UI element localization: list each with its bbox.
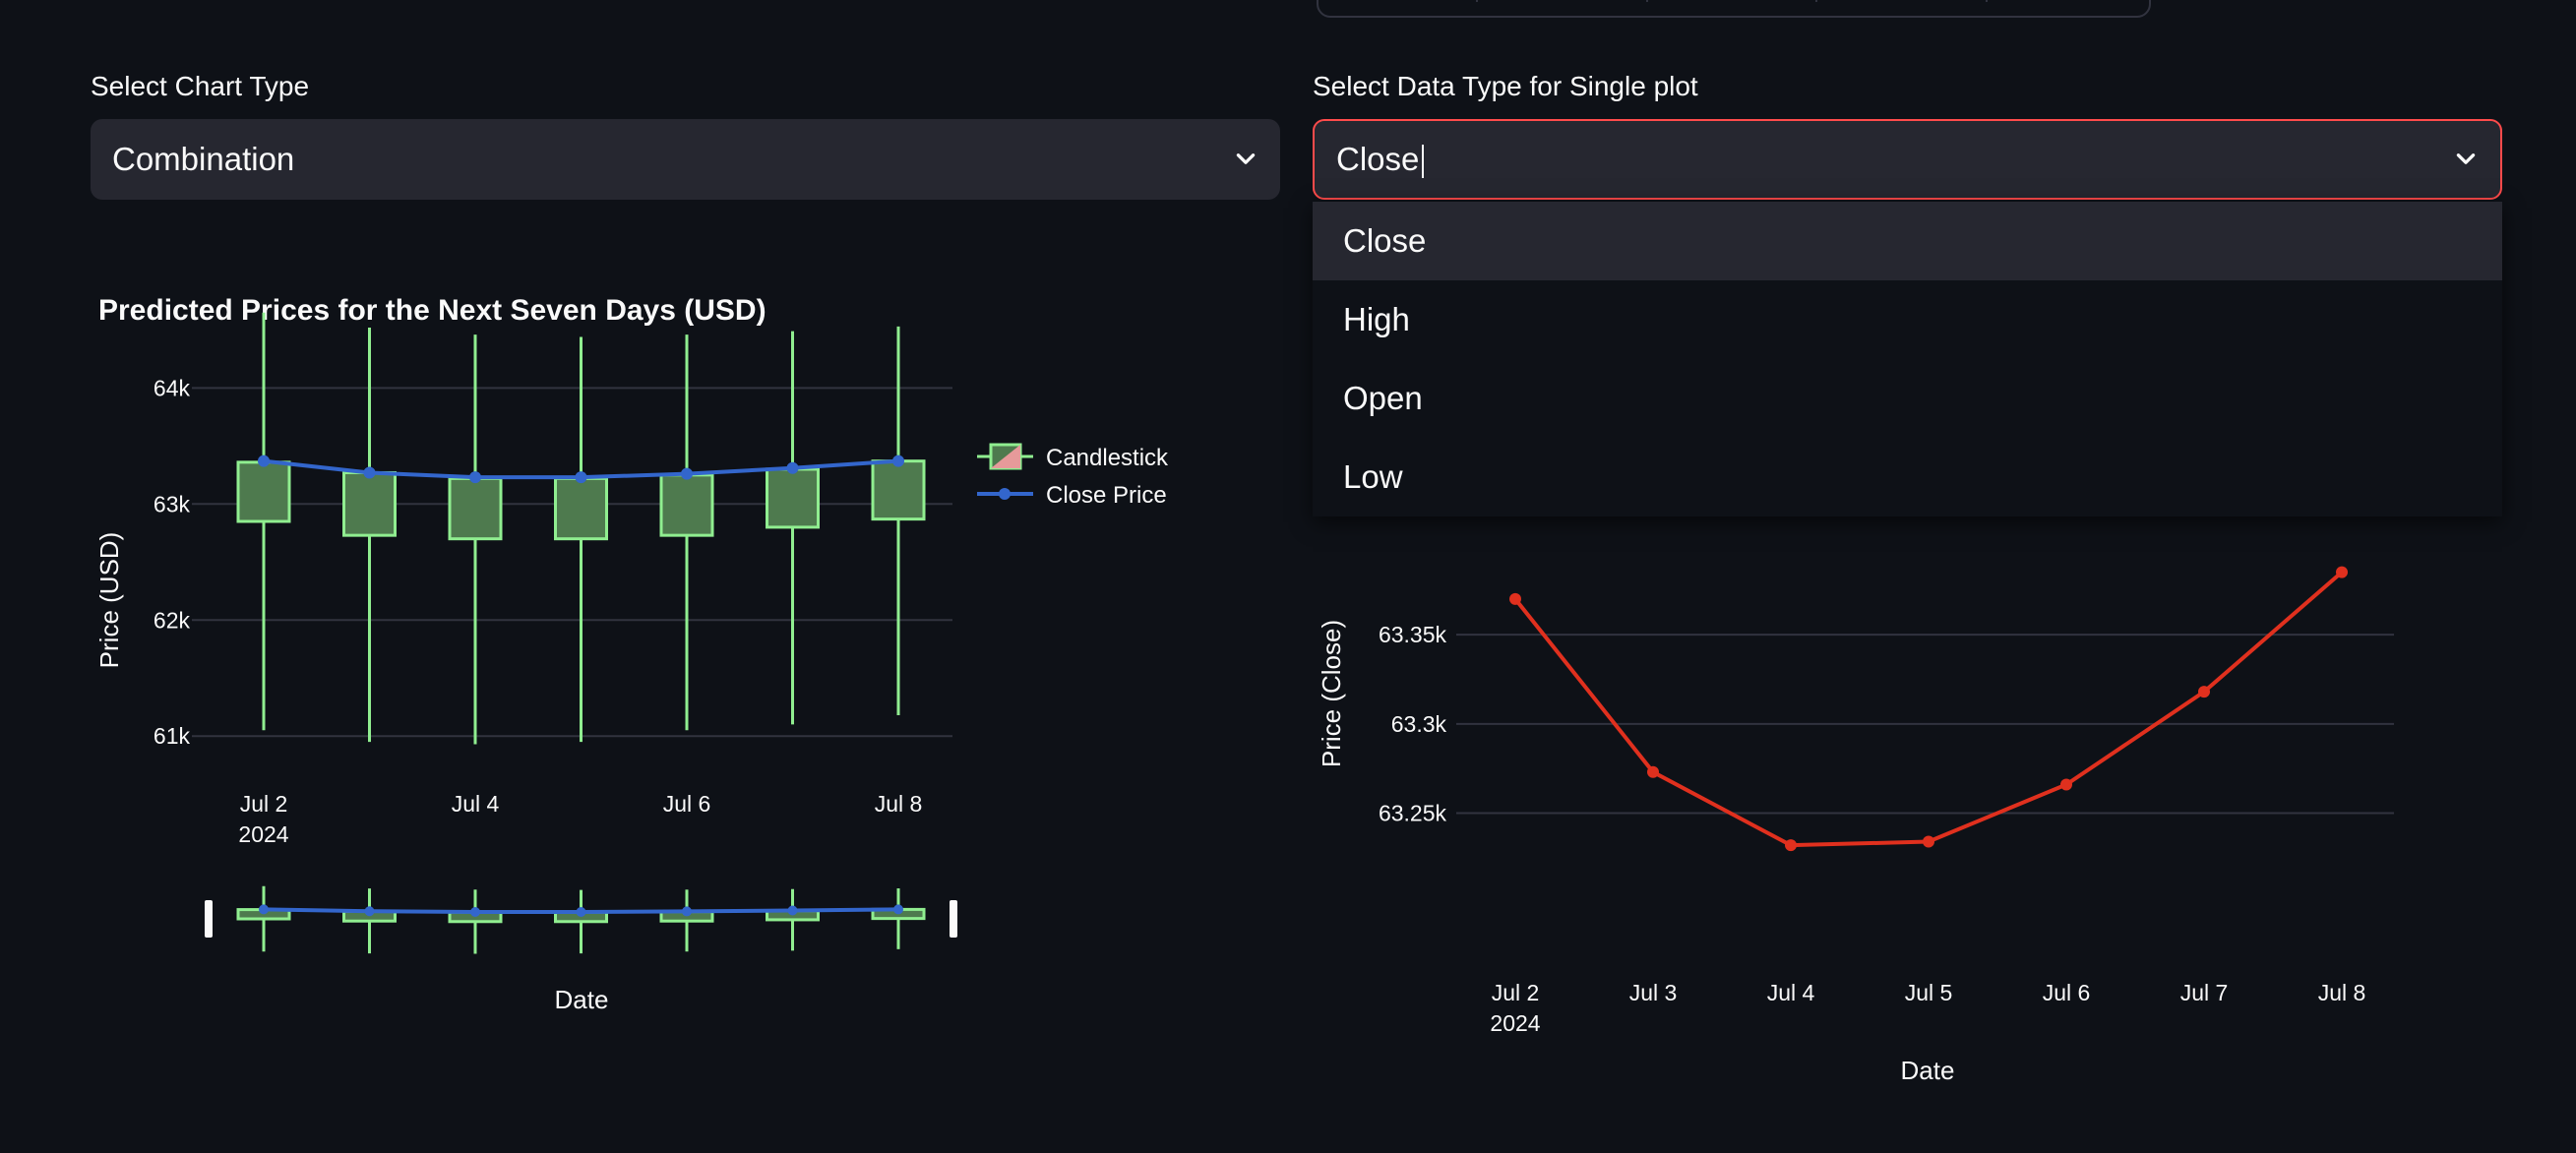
x-tick-label: Jul 5: [1905, 980, 1953, 1005]
slider-close-point: [787, 905, 798, 916]
slider-close-point: [259, 904, 269, 915]
chart-title: Predicted Prices for the Next Seven Days…: [98, 294, 767, 327]
text-cursor: [1422, 145, 1425, 179]
top-toolbar-remnant: [1317, 0, 2151, 18]
y-axis-title: Price (USD): [94, 532, 124, 669]
data-type-dropdown-menu: Close High Open Low: [1313, 202, 2502, 516]
dropdown-option-high[interactable]: High: [1343, 301, 1410, 337]
y-tick-label: 64k: [153, 375, 191, 400]
x-tick-year: 2024: [238, 821, 288, 847]
dropdown-option-close[interactable]: Close: [1313, 202, 2502, 280]
y-tick-label: 63.25k: [1379, 801, 1447, 826]
x-tick-label: Jul 3: [1629, 980, 1678, 1005]
legend-label-candlestick: Candlestick: [1046, 445, 1169, 471]
y-tick-label: 63.3k: [1391, 711, 1447, 737]
x-tick-label: Jul 2: [240, 791, 288, 817]
close-price-point: [892, 455, 904, 467]
x-tick-label: Jul 2: [1492, 980, 1540, 1005]
x-tick-year: 2024: [1490, 1010, 1540, 1036]
x-tick-label: Jul 4: [1767, 980, 1815, 1005]
close-point: [1509, 592, 1521, 605]
slider-close-point: [364, 906, 375, 917]
close-point: [2198, 686, 2210, 698]
range-slider-handle-right[interactable]: [950, 900, 957, 938]
close-point: [1785, 839, 1797, 852]
chart-type-select[interactable]: Combination: [91, 119, 1280, 200]
y-tick-label: 63k: [153, 491, 191, 516]
candle-body: [342, 470, 397, 537]
y-tick-label: 62k: [153, 607, 191, 633]
chevron-down-icon: [1236, 153, 1256, 164]
y-tick-label: 63.35k: [1379, 622, 1447, 647]
x-tick-label: Jul 4: [452, 791, 500, 817]
x-tick-label: Jul 8: [875, 791, 923, 817]
combination-chart: Predicted Prices for the Next Seven Days…: [94, 294, 1169, 1014]
candle-body: [766, 467, 820, 529]
legend-item-close-price[interactable]: Close Price: [977, 482, 1167, 509]
candle-body: [871, 459, 926, 521]
range-slider-handle-left[interactable]: [205, 900, 213, 938]
close-point: [2060, 778, 2072, 791]
candle-body: [554, 476, 608, 541]
slider-close-point: [682, 906, 692, 917]
chevron-down-icon: [2456, 153, 2476, 164]
close-point: [1647, 765, 1659, 778]
data-type-value[interactable]: Close: [1336, 140, 2453, 179]
close-price-point: [469, 471, 481, 484]
close-price-point: [786, 461, 799, 474]
slider-close-point: [893, 904, 903, 915]
data-type-select[interactable]: Close: [1313, 119, 2502, 200]
data-type-value-text: Close: [1336, 140, 1420, 177]
legend-label-close-price: Close Price: [1046, 482, 1167, 509]
candle-body: [236, 460, 291, 523]
close-price-point: [258, 455, 270, 467]
y-axis-title: Price (Close): [1317, 620, 1346, 767]
close-price-point: [363, 466, 376, 479]
legend[interactable]: Candlestick Close Price: [977, 443, 1169, 509]
chart-type-value: Combination: [112, 141, 295, 177]
slider-close-point: [576, 906, 586, 917]
chart-type-label: Select Chart Type: [91, 71, 310, 101]
x-tick-label: Jul 8: [2318, 980, 2366, 1005]
data-type-label: Select Data Type for Single plot: [1313, 71, 1698, 101]
x-tick-label: Jul 6: [663, 791, 711, 817]
legend-item-candlestick[interactable]: Candlestick: [977, 443, 1169, 471]
close-price-point: [575, 471, 587, 484]
x-axis-title: Date: [555, 985, 609, 1014]
candle-body: [448, 476, 503, 541]
candle-body: [659, 473, 714, 537]
slider-close-point: [470, 906, 480, 917]
x-tick-label: Jul 7: [2180, 980, 2229, 1005]
x-tick-label: Jul 6: [2043, 980, 2091, 1005]
close-line: [1513, 571, 2344, 848]
dropdown-option-open[interactable]: Open: [1343, 380, 1423, 416]
single-line-chart: 63.35k 63.3k 63.25k Price (Close) Jul 2 Jul…: [1317, 566, 2394, 1085]
y-tick-label: 61k: [153, 723, 191, 749]
x-axis-title: Date: [1901, 1056, 1955, 1085]
range-slider[interactable]: [236, 885, 926, 954]
close-point: [1923, 835, 1934, 848]
close-point: [2336, 566, 2348, 578]
close-price-point: [681, 467, 693, 480]
dropdown-option-low[interactable]: Low: [1343, 458, 1403, 495]
